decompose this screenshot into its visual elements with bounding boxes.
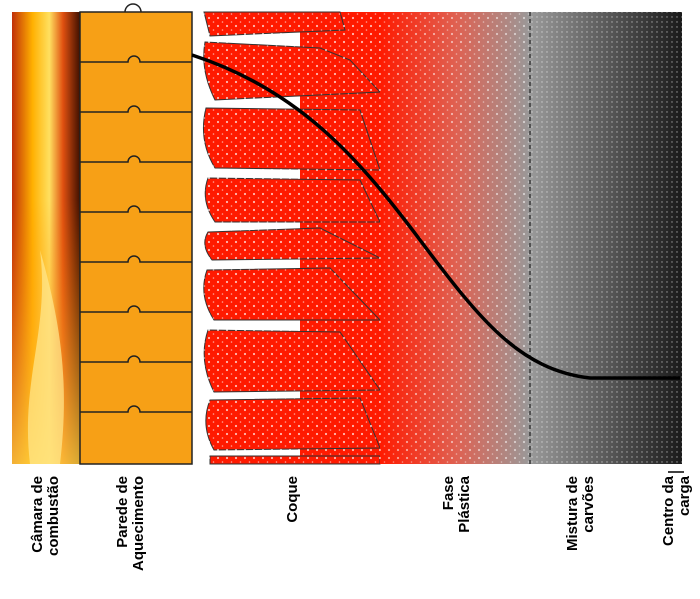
coke-zone — [200, 11, 382, 465]
zone-label: carga — [676, 475, 693, 516]
combustion-chamber — [12, 12, 80, 464]
zone-label: Câmara de — [29, 476, 46, 553]
temperature-curve — [191, 53, 680, 380]
zone-label: Fase — [440, 476, 457, 510]
zone-label: Plástica — [456, 475, 473, 532]
zone-label: Mistura de — [564, 476, 581, 551]
heating-wall — [79, 3, 193, 465]
zone-label: combustão — [45, 476, 62, 556]
zone-label: Parede de — [114, 476, 131, 548]
plastic-phase — [380, 12, 530, 464]
labels: Câmara de combustão Parede de Aquecimento Co… — [29, 475, 693, 571]
zone-label: Centro da — [660, 475, 677, 546]
coal-mixture — [529, 12, 682, 464]
zone-label: carvões — [580, 476, 597, 533]
zone-label: Aquecimento — [130, 476, 147, 571]
zone-label: Coque — [284, 476, 301, 523]
